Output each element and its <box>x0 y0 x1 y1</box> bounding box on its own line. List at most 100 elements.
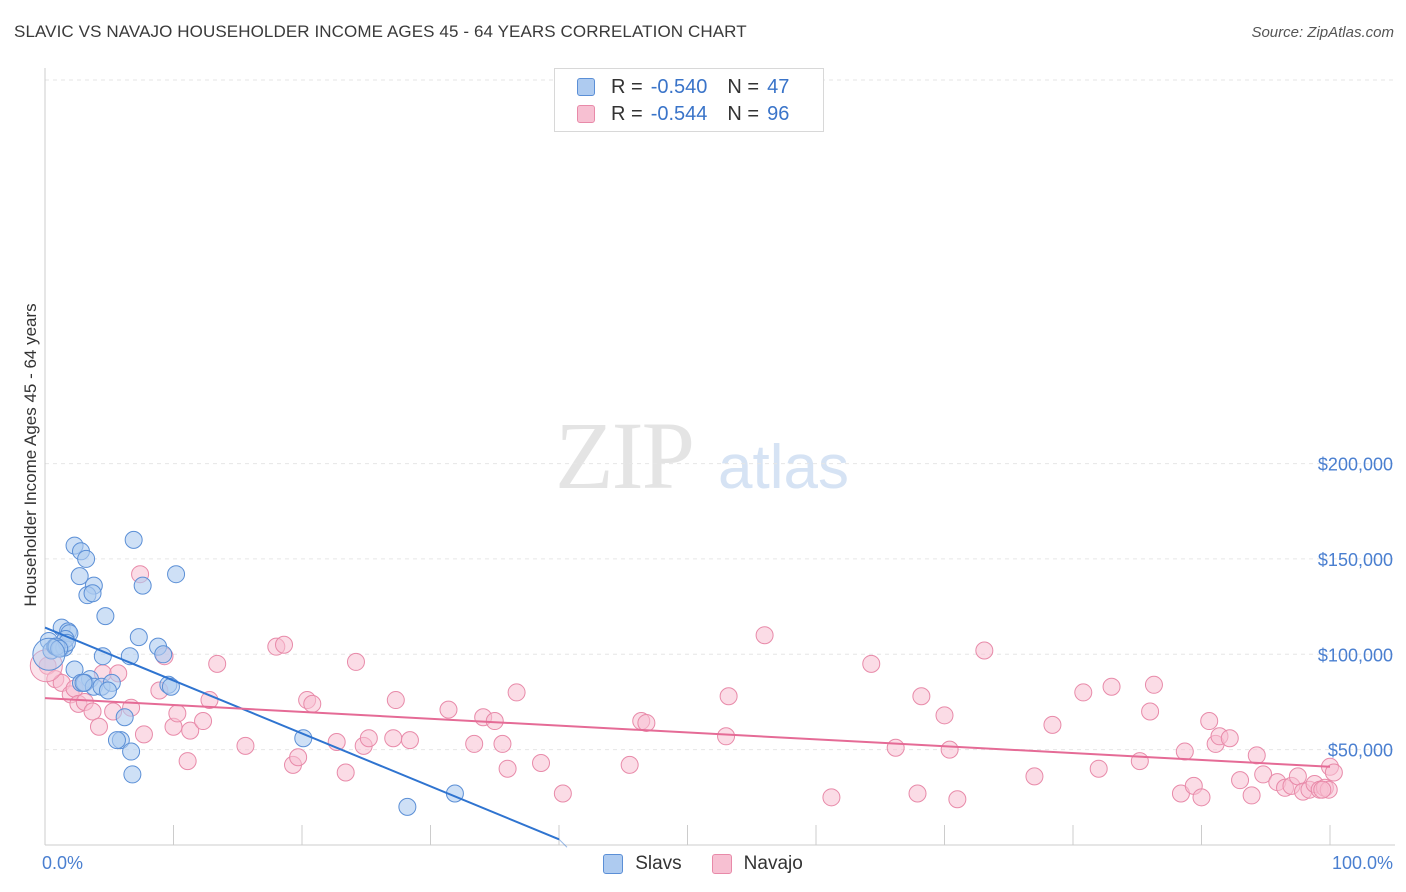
navajo-point <box>935 706 954 725</box>
navajo-point <box>719 687 738 706</box>
navajo-legend-swatch <box>711 854 732 874</box>
navajo-point <box>384 729 403 748</box>
slavs-n-label: N = <box>727 75 760 98</box>
navajo-point <box>908 784 927 803</box>
trend-lines <box>44 626 1331 848</box>
navajo-point <box>194 712 213 731</box>
navajo-point <box>439 700 458 719</box>
y-tick-label: $150,000 <box>1318 550 1393 570</box>
navajo-point <box>289 748 308 767</box>
y-tick-label: $200,000 <box>1318 455 1393 475</box>
navajo-point <box>1242 786 1261 805</box>
navajo-point <box>89 717 108 736</box>
navajo-point <box>940 740 959 759</box>
y-tick-label: $50,000 <box>1328 741 1393 761</box>
navajo-r-value: -0.544 <box>650 102 708 125</box>
x-tick-label-min: 0.0% <box>42 853 83 873</box>
slavs-point <box>167 565 186 584</box>
navajo-point <box>1288 767 1307 786</box>
slavs-point <box>115 708 134 727</box>
watermark-zip: ZIP <box>555 402 695 509</box>
x-tick-label-max: 100.0% <box>1332 853 1393 873</box>
navajo-point <box>1043 715 1062 734</box>
slavs-point <box>133 576 152 595</box>
slavs-point <box>93 647 112 666</box>
navajo-points <box>29 565 1343 809</box>
navajo-point <box>1074 683 1093 702</box>
correlation-legend: R = -0.540 N = 47 R = -0.544 N = 96 <box>554 68 824 132</box>
navajo-point <box>386 691 405 710</box>
navajo-point <box>1144 675 1163 694</box>
slavs-point <box>122 742 141 761</box>
axes <box>44 68 1395 846</box>
navajo-trend-line <box>44 697 1331 768</box>
navajo-point <box>303 694 322 713</box>
navajo-point <box>912 687 931 706</box>
navajo-point <box>1247 746 1266 765</box>
slavs-point <box>398 797 417 816</box>
legend-item-navajo[interactable]: Navajo <box>711 851 803 877</box>
series-legend: Slavs Navajo <box>0 851 1406 877</box>
slavs-point <box>129 628 148 647</box>
slavs-trend-line <box>44 626 560 841</box>
legend-item-slavs[interactable]: Slavs <box>603 851 682 877</box>
slavs-point <box>70 567 89 586</box>
navajo-n-value: 96 <box>767 102 790 125</box>
y-tick-label: $100,000 <box>1318 645 1393 665</box>
navajo-point <box>208 654 227 673</box>
slavs-legend-label: Slavs <box>635 853 682 874</box>
navajo-point <box>717 727 736 746</box>
navajo-point <box>1231 771 1250 790</box>
slavs-n-value: 47 <box>767 75 790 98</box>
source-label: Source: ZipAtlas.com <box>1251 24 1394 41</box>
navajo-point <box>822 788 841 807</box>
slavs-point <box>124 530 143 549</box>
navajo-point <box>1141 702 1160 721</box>
slavs-legend-swatch <box>603 854 624 874</box>
navajo-r-label: R = <box>611 102 643 125</box>
navajo-point <box>886 738 905 757</box>
navajo-point <box>336 763 355 782</box>
navajo-n-label: N = <box>727 102 760 125</box>
slavs-point <box>77 549 96 568</box>
gridlines <box>45 79 1395 751</box>
navajo-point <box>236 736 255 755</box>
navajo-point <box>1175 742 1194 761</box>
navajo-point <box>359 729 378 748</box>
navajo-point <box>948 790 967 809</box>
slavs-point <box>50 639 69 658</box>
chart-title: SLAVIC VS NAVAJO HOUSEHOLDER INCOME AGES… <box>14 22 747 41</box>
navajo-point <box>1130 752 1149 771</box>
tick-labels: $50,000 $100,000 $150,000 $200,000 0.0% 100.0… <box>42 455 1393 873</box>
navajo-point <box>507 683 526 702</box>
navajo-point <box>1200 712 1219 731</box>
navajo-point <box>498 759 517 778</box>
navajo-point <box>1025 767 1044 786</box>
navajo-point <box>168 704 187 723</box>
navajo-point <box>532 753 551 772</box>
slavs-point <box>123 765 142 784</box>
slavs-r-label: R = <box>611 75 643 98</box>
navajo-point <box>178 752 197 771</box>
navajo-point <box>755 626 774 645</box>
navajo-point <box>275 635 294 654</box>
legend-row-slavs: R = -0.540 N = 47 <box>577 74 789 100</box>
navajo-point <box>862 654 881 673</box>
navajo-point <box>181 721 200 740</box>
slavs-point <box>161 677 180 696</box>
slavs-point <box>83 584 102 603</box>
navajo-legend-label: Navajo <box>743 853 803 874</box>
navajo-point <box>1089 759 1108 778</box>
slavs-point <box>74 673 93 692</box>
slavs-swatch <box>577 78 595 96</box>
slavs-point <box>154 645 173 664</box>
navajo-point <box>200 691 219 710</box>
navajo-point <box>1324 763 1343 782</box>
navajo-point <box>346 652 365 671</box>
navajo-swatch <box>577 105 595 123</box>
navajo-point <box>637 713 656 732</box>
navajo-point <box>400 731 419 750</box>
navajo-point <box>83 702 102 721</box>
slavs-point <box>96 607 115 626</box>
